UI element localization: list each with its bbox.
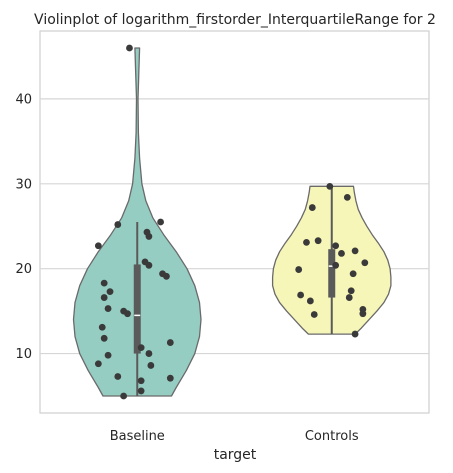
y-tick-label: 30 (15, 177, 32, 192)
data-point (147, 362, 155, 369)
data-point (343, 193, 351, 201)
data-point (100, 334, 108, 342)
data-point (145, 233, 153, 240)
data-point (332, 261, 340, 269)
data-point (297, 291, 305, 299)
data-point (145, 261, 153, 269)
data-point (351, 330, 359, 338)
data-point (106, 288, 114, 296)
data-point (314, 237, 322, 245)
data-point (326, 182, 334, 190)
data-point (163, 272, 170, 280)
data-point (166, 374, 174, 382)
data-point (126, 44, 133, 52)
x-tick-label: Controls (305, 429, 359, 444)
data-point (351, 247, 359, 255)
data-point (145, 350, 153, 357)
data-point (137, 377, 145, 385)
data-point (114, 221, 122, 228)
data-point (306, 297, 314, 305)
data-point (310, 311, 318, 318)
data-point (120, 392, 128, 400)
data-point (157, 218, 164, 226)
data-point (359, 310, 367, 318)
plot-area: 10 20 30 40 Baseline Controls (15, 30, 430, 444)
data-point (361, 259, 369, 267)
violin-iqr-box (133, 264, 141, 354)
data-point (137, 387, 145, 395)
plot-frame (39, 30, 430, 414)
data-point (104, 305, 112, 312)
data-point (166, 339, 174, 346)
x-tick-label: Baseline (110, 429, 165, 444)
data-point (295, 266, 303, 273)
data-point (94, 360, 102, 368)
data-point (345, 294, 353, 301)
data-point (308, 204, 316, 211)
data-point (347, 287, 355, 295)
y-tick-label: 40 (15, 92, 32, 107)
data-point (114, 373, 122, 380)
chart-title: Violinplot of logarithm_firstorder_Inter… (34, 12, 436, 28)
data-point (137, 344, 145, 352)
data-point (94, 242, 102, 250)
data-point (104, 351, 112, 359)
data-point (98, 323, 106, 331)
data-point (303, 238, 310, 246)
y-tick-label: 10 (15, 347, 32, 362)
violin-iqr-box (328, 249, 336, 298)
data-point (124, 310, 131, 318)
data-point (338, 250, 345, 257)
y-tick-label: 20 (15, 262, 32, 277)
data-point (100, 279, 108, 287)
x-axis-label: target (214, 447, 257, 463)
data-point (100, 294, 108, 301)
data-point (332, 242, 340, 250)
data-point (349, 270, 357, 278)
